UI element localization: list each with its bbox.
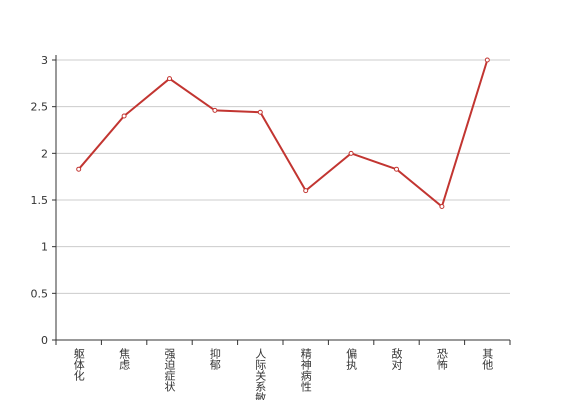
x-tick-label: 敌对 (390, 347, 403, 370)
point (121, 113, 127, 119)
y-tick-label: 0.5 (31, 287, 49, 300)
y-tick-label: 3 (41, 54, 48, 67)
point (484, 57, 490, 63)
x-tick-label: 人际关系敏感 (254, 348, 267, 400)
x-tick-label: 偏执 (345, 347, 358, 371)
x-tick-label: 恐怖 (435, 348, 448, 370)
point (348, 150, 354, 156)
point (212, 107, 218, 113)
point (439, 204, 445, 210)
point (303, 188, 309, 194)
x-tick-label: 强迫症状 (163, 348, 176, 392)
y-tick-label: 1.5 (31, 194, 49, 207)
x-tick-label: 躯体化 (72, 348, 85, 382)
y-tick-label: 2.5 (31, 101, 49, 114)
y-tick-label: 1 (41, 241, 48, 254)
point (76, 166, 82, 172)
x-tick-label: 焦虑 (118, 348, 131, 370)
line (77, 59, 489, 209)
point (167, 76, 172, 82)
x-tick-label: 其他 (481, 348, 494, 370)
y-tick-label: 2 (41, 147, 48, 160)
x-tick-label: 抑郁 (208, 347, 221, 370)
y-tick-label: 0 (41, 334, 48, 347)
point (394, 166, 399, 172)
point (257, 109, 263, 115)
x-tick-label: 精神病性 (299, 348, 312, 393)
